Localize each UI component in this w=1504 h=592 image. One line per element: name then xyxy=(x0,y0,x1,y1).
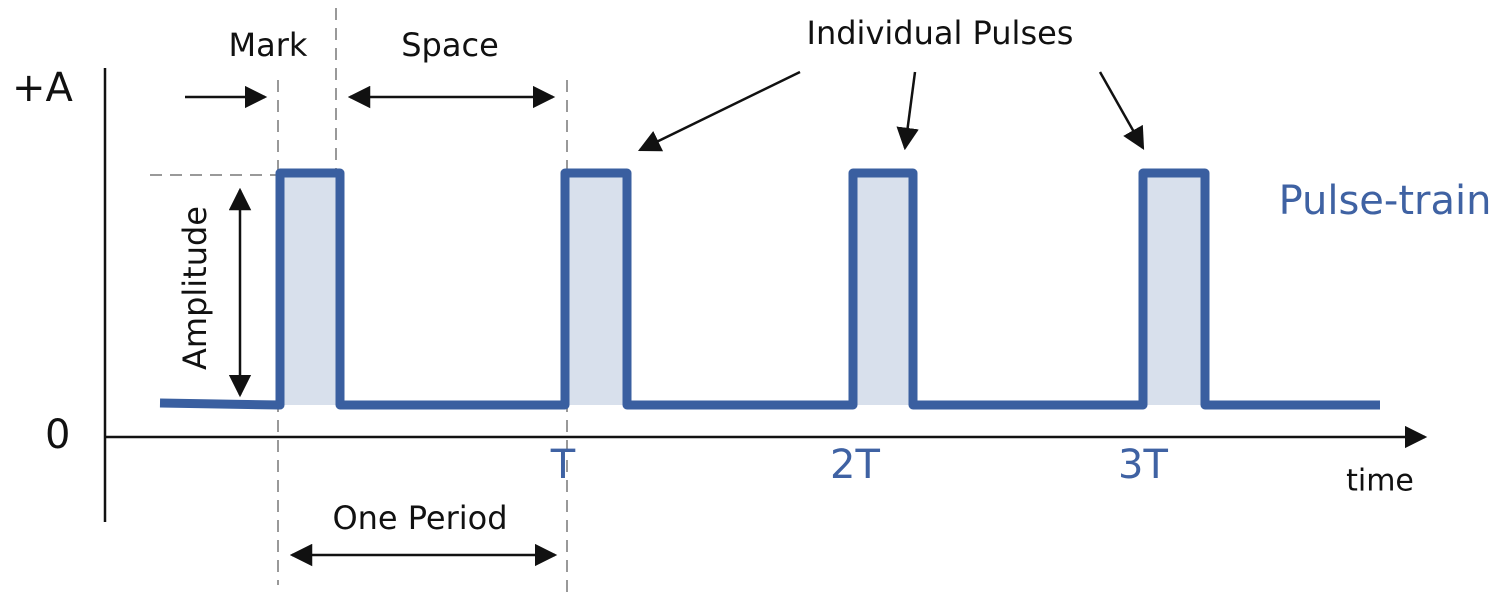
pulse-arrow xyxy=(896,71,919,151)
time-label: time xyxy=(1346,464,1414,499)
period-tick-label: 2T xyxy=(830,442,880,488)
pulse-fills xyxy=(280,173,1205,405)
space-label: Space xyxy=(401,26,499,64)
pulse-arrow xyxy=(1098,71,1145,150)
plus-a-label: +A xyxy=(12,65,74,111)
one-period-label: One Period xyxy=(332,499,507,537)
mark-label: Mark xyxy=(229,26,308,64)
zero-label: 0 xyxy=(45,412,70,458)
period-tick-label: T xyxy=(550,442,576,488)
period-tick-label: 3T xyxy=(1118,442,1168,488)
pulse-waveform xyxy=(159,168,1380,410)
pulse-arrow xyxy=(637,70,801,152)
amplitude-label: Amplitude xyxy=(176,206,214,370)
individual-pulses-label: Individual Pulses xyxy=(807,14,1074,52)
pulse-train-label: Pulse-train xyxy=(1279,178,1492,224)
